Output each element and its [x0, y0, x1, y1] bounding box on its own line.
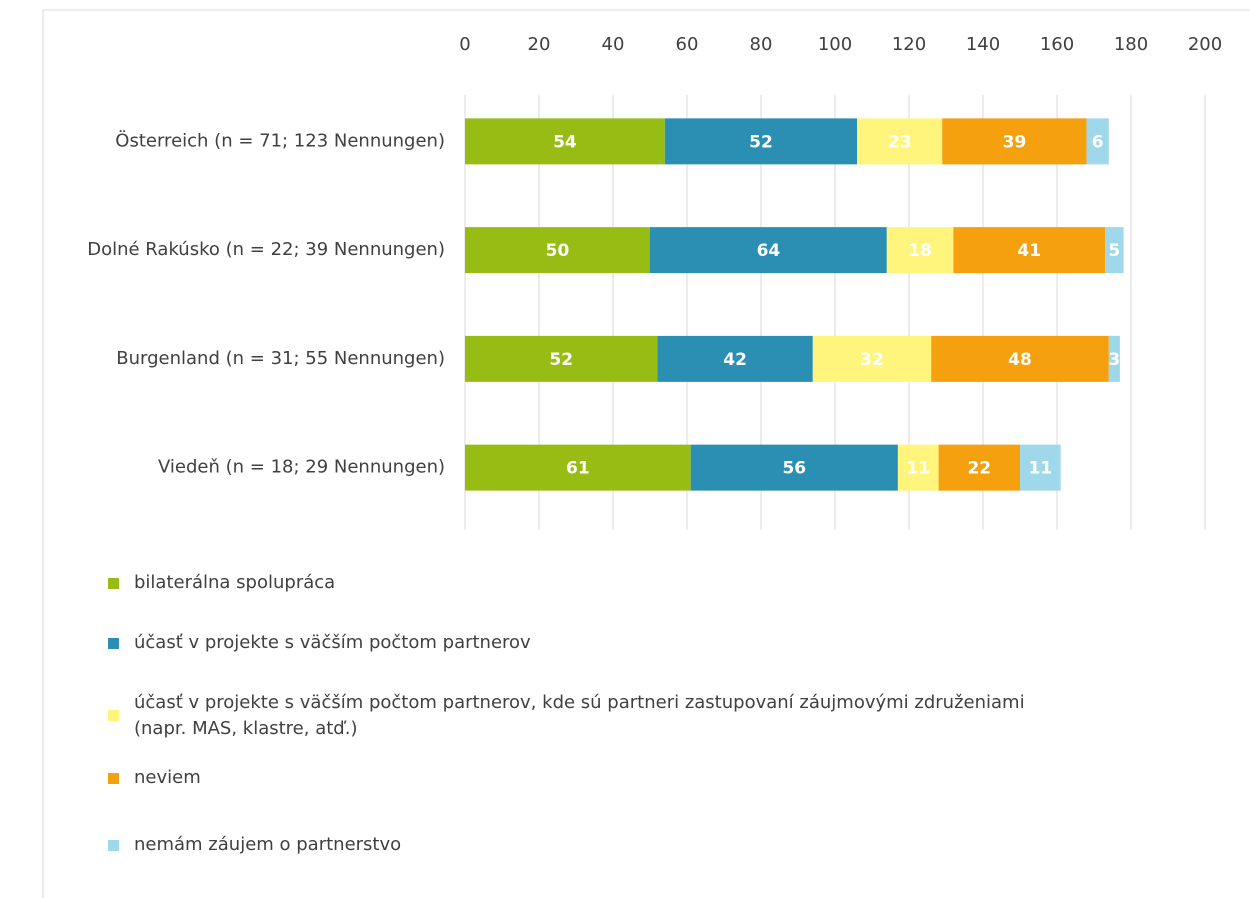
data-label: 41 — [1017, 241, 1041, 261]
legend-label: bilaterálna spolupráca — [134, 572, 336, 593]
data-label: 61 — [566, 459, 590, 479]
legend-swatch — [108, 840, 119, 851]
x-tick-label: 180 — [1114, 34, 1148, 55]
bar-segment — [1108, 335, 1120, 382]
y-tick-label: Burgenland (n = 31; 55 Nennungen) — [116, 348, 445, 369]
data-label: 52 — [549, 350, 573, 370]
x-tick-label: 160 — [1040, 34, 1074, 55]
bar-segment — [812, 335, 932, 382]
data-label: 39 — [1003, 132, 1027, 152]
legend-item: neviem — [108, 765, 1034, 791]
legend-item: účasť v projekte s väčším počtom partner… — [108, 630, 1034, 656]
data-label: 23 — [888, 132, 912, 152]
x-tick-label: 20 — [528, 34, 551, 55]
legend-label: neviem — [134, 767, 201, 788]
data-label: 48 — [1008, 350, 1032, 370]
bar-segment — [857, 118, 943, 165]
bar-segment — [465, 335, 658, 382]
y-tick-label: Österreich (n = 71; 123 Nennungen) — [115, 129, 445, 151]
data-label: 64 — [757, 241, 781, 261]
x-tick-label: 40 — [602, 34, 625, 55]
bar-segment — [650, 227, 887, 274]
data-label: 11 — [1029, 459, 1053, 479]
bar-segment — [664, 118, 858, 165]
bar-segment — [1105, 227, 1124, 274]
bar-segment — [938, 444, 1020, 491]
bar-segment — [465, 444, 691, 491]
data-label: 11 — [906, 459, 930, 479]
bar-segment — [931, 335, 1109, 382]
y-tick-label: Dolné Rakúsko (n = 22; 39 Nennungen) — [87, 239, 445, 260]
legend-swatch — [108, 638, 119, 649]
bar-segment — [465, 227, 650, 274]
bar-segment — [886, 227, 954, 274]
bar-segment — [690, 444, 898, 491]
data-label: 6 — [1092, 132, 1104, 152]
x-tick-label: 60 — [676, 34, 699, 55]
x-tick-label: 140 — [966, 34, 1000, 55]
bar-segment — [657, 335, 813, 382]
data-label: 50 — [546, 241, 570, 261]
bar-segment — [953, 227, 1106, 274]
legend-label: účasť v projekte s väčším počtom partner… — [134, 692, 1025, 739]
x-tick-label: 120 — [892, 34, 926, 55]
data-label: 42 — [723, 350, 747, 370]
x-tick-label: 100 — [818, 34, 852, 55]
legend-swatch — [108, 773, 119, 784]
data-label: 56 — [782, 459, 806, 479]
legend-item: účasť v projekte s väčším počtom partner… — [108, 690, 1034, 742]
bar-segment — [1020, 444, 1061, 491]
bar-segment — [1086, 118, 1109, 165]
data-label: 18 — [908, 241, 932, 261]
legend-swatch — [108, 578, 119, 589]
legend-item: nemám záujem o partnerstvo — [108, 832, 1034, 858]
data-label: 3 — [1108, 350, 1120, 370]
legend-label: nemám záujem o partnerstvo — [134, 834, 402, 855]
legend-swatch — [108, 710, 119, 721]
data-label: 54 — [553, 132, 577, 152]
y-tick-label: Viedeň (n = 18; 29 Nennungen) — [158, 457, 445, 478]
bar-segment — [897, 444, 939, 491]
data-label: 22 — [967, 459, 991, 479]
bar-segment — [942, 118, 1087, 165]
bar-segment — [465, 118, 665, 165]
x-tick-label: 80 — [750, 34, 773, 55]
data-label: 32 — [860, 350, 884, 370]
data-label: 52 — [749, 132, 773, 152]
data-label: 5 — [1108, 241, 1120, 261]
legend-item: bilaterálna spolupráca — [108, 570, 1034, 596]
x-tick-label: 0 — [459, 34, 470, 55]
x-tick-label: 200 — [1188, 34, 1222, 55]
legend-label: účasť v projekte s väčším počtom partner… — [134, 632, 531, 653]
